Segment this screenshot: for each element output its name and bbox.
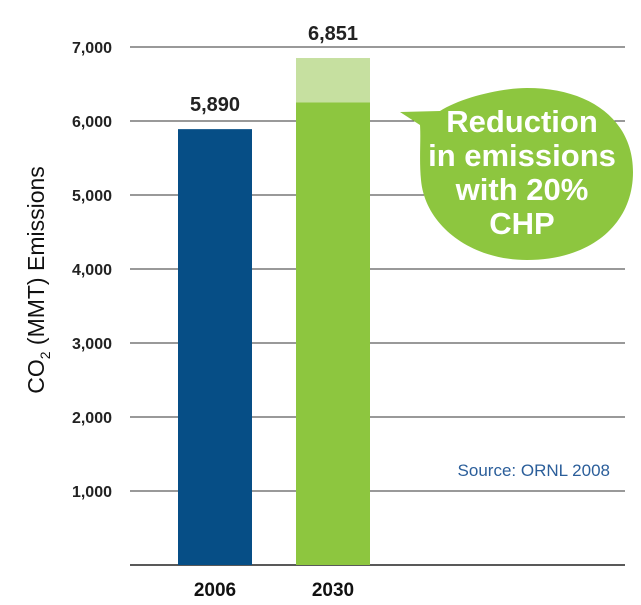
- source-note: Source: ORNL 2008: [458, 461, 610, 480]
- y-axis-label: CO2 (MMT) Emissions: [23, 166, 53, 394]
- y-axis-label-suffix: (MMT) Emissions: [23, 166, 49, 351]
- bar-2030-reduction-segment: [296, 58, 370, 103]
- value-labels: 5,890 6,851: [190, 23, 358, 116]
- bar-2030: [296, 102, 370, 565]
- category-label-2006: 2006: [194, 580, 236, 601]
- y-tick-label-4000: 4,000: [72, 262, 112, 279]
- callout-bubble: [400, 88, 633, 260]
- bars: [178, 58, 370, 565]
- callout-line-4: CHP: [489, 206, 554, 241]
- category-labels: 2006 2030: [194, 580, 354, 601]
- reduction-callout: Reduction in emissions with 20% CHP: [400, 88, 633, 260]
- y-tick-label-1000: 1,000: [72, 484, 112, 501]
- y-axis-label-prefix: CO: [23, 359, 49, 394]
- y-tick-label-2000: 2,000: [72, 410, 112, 427]
- y-tick-label-3000: 3,000: [72, 336, 112, 353]
- y-tick-label-5000: 5,000: [72, 188, 112, 205]
- y-axis-label-subscript: 2: [37, 351, 53, 359]
- bar-2006: [178, 129, 252, 565]
- callout-line-2: in emissions: [428, 138, 616, 173]
- callout-line-3: with 20%: [455, 172, 589, 207]
- value-label-2030: 6,851: [308, 23, 358, 45]
- value-label-2006: 5,890: [190, 94, 240, 116]
- y-tick-label-7000: 7,000: [72, 40, 112, 57]
- category-label-2030: 2030: [312, 580, 354, 601]
- y-tick-labels: 1,000 2,000 3,000 4,000 5,000 6,000 7,000: [72, 40, 112, 501]
- y-tick-label-6000: 6,000: [72, 114, 112, 131]
- callout-line-1: Reduction: [446, 104, 598, 139]
